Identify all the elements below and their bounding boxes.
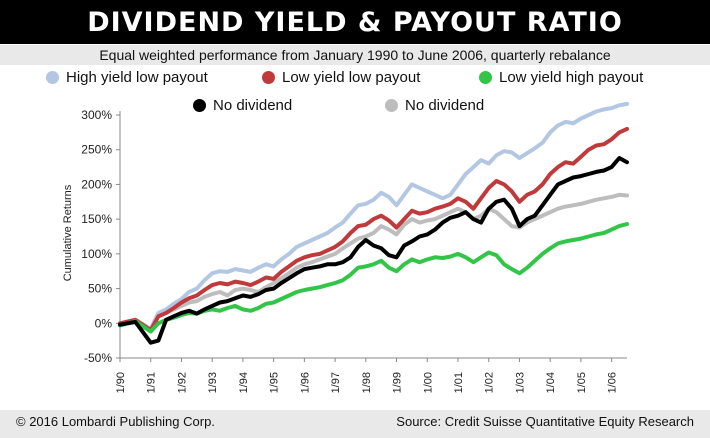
series-line-3 — [118, 156, 629, 345]
x-axis: 1/90 1/91 1/92 1/93 1/94 1/95 1/96 1/97 1/98 1/99… — [115, 357, 627, 393]
legend-marker — [262, 70, 275, 84]
x-tick-label: 1/93 — [207, 372, 219, 393]
y-tick-label: 300% — [81, 108, 112, 122]
y-tick-label: 250% — [81, 143, 112, 157]
y-tick-label: -50% — [84, 351, 112, 365]
legend-item-low-yield-high-payout: Low yield high payout — [479, 67, 643, 87]
y-tick-label: 200% — [81, 177, 112, 191]
copyright-text: © 2016 Lombardi Publishing Corp. — [16, 414, 215, 429]
legend-item-no-dividend-gray: No dividend — [385, 95, 484, 115]
x-tick-label: 1/04 — [545, 372, 557, 393]
y-tick-label: 150% — [81, 212, 112, 226]
chart-subtitle: Equal weighted performance from January … — [0, 45, 710, 65]
x-tick-label: 1/97 — [330, 372, 342, 393]
y-axis-label: Cumulative Returns — [62, 184, 74, 281]
series-line-4 — [118, 192, 629, 333]
x-tick-label: 1/95 — [269, 372, 281, 393]
series-line-1 — [118, 126, 629, 333]
x-tick-label: 1/01 — [453, 372, 465, 393]
series-line-2 — [118, 222, 629, 334]
x-tick-label: 1/02 — [484, 372, 496, 393]
legend-marker — [46, 70, 59, 84]
chart-title: DIVIDEND YIELD & PAYOUT RATIO — [87, 6, 623, 38]
x-tick-label: 1/99 — [392, 372, 404, 393]
x-tick-label: 1/90 — [115, 372, 127, 393]
footer-bar — [0, 410, 710, 438]
legend-marker — [193, 98, 206, 112]
x-tick-label: 1/96 — [299, 372, 311, 393]
y-axis: -50% 0% 50% 100% 150% 200% 250% 300% — [81, 108, 121, 365]
x-tick-label: 1/91 — [146, 372, 158, 393]
x-tick-label: 1/00 — [422, 372, 434, 393]
legend-label: High yield low payout — [66, 68, 208, 86]
y-tick-label: 0% — [95, 316, 113, 330]
series-lines — [118, 101, 629, 345]
legend-item-low-yield-low-payout: Low yield low payout — [262, 67, 420, 87]
source-text: Source: Credit Suisse Quantitative Equit… — [396, 414, 694, 429]
legend-label: Low yield low payout — [282, 68, 421, 86]
x-tick-label: 1/06 — [607, 372, 619, 393]
legend-label: No dividend — [405, 96, 485, 114]
x-tick-label: 1/05 — [576, 372, 588, 393]
legend-item-high-yield-low-payout: High yield low payout — [46, 67, 208, 87]
legend-marker — [479, 70, 492, 84]
x-tick-label: 1/94 — [238, 372, 250, 393]
line-chart: -50%0%50%100%150%200%250%300% 1/90 1/91 1/… — [62, 101, 629, 393]
legend-marker — [385, 98, 398, 112]
legend-item-no-dividend-black: No dividend — [193, 95, 292, 115]
y-tick-label: 50% — [88, 282, 112, 296]
legend-label: Low yield high payout — [499, 68, 644, 86]
y-tick-label: 100% — [81, 247, 112, 261]
title-bar: DIVIDEND YIELD & PAYOUT RATIO — [0, 0, 710, 44]
series-line-0 — [118, 101, 629, 331]
x-tick-label: 1/03 — [514, 372, 526, 393]
x-tick-label: 1/92 — [176, 372, 188, 393]
legend-label: No dividend — [213, 96, 293, 114]
x-tick-label: 1/98 — [361, 372, 373, 393]
